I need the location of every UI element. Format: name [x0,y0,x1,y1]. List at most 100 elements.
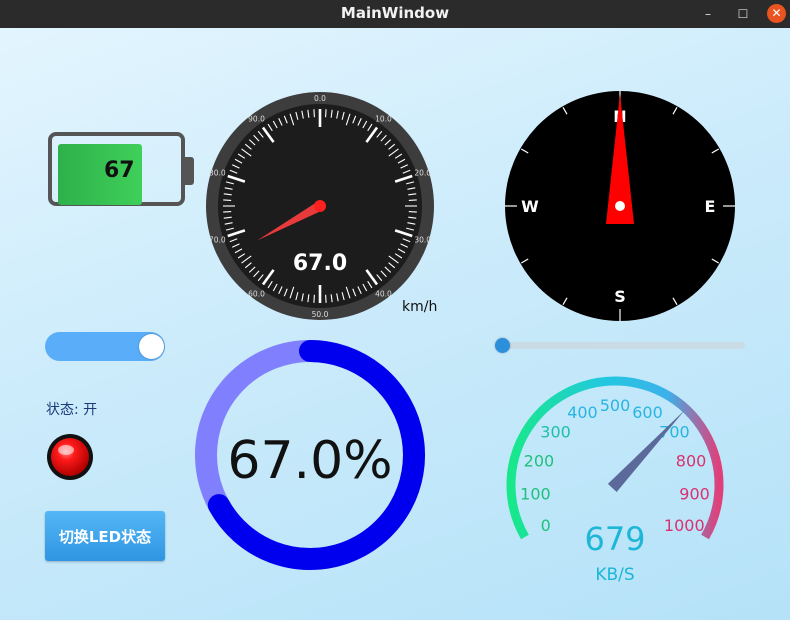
speedometer-tick [367,123,373,132]
speedometer-tick [234,158,243,164]
compass-tick [711,148,720,154]
speedometer-tick [272,283,278,292]
compass-tick [562,106,568,115]
speedometer-tick [376,130,383,138]
minimize-button[interactable]: – [705,7,711,21]
close-button[interactable]: ✕ [767,4,786,23]
speedometer-tick [341,292,345,301]
speedometer-tick [352,115,357,124]
speedometer-tick-label: 80.0 [209,169,226,178]
speedometer-tick [362,283,368,292]
speedometer-tick [365,269,379,286]
compass-tick [562,297,568,306]
network-gauge-needle [607,409,686,493]
speedometer-tick [237,153,246,159]
network-gauge-value: 679 [584,520,645,558]
speedometer-tick [224,187,233,190]
speedometer-tick [402,169,411,174]
led-indicator [47,434,93,480]
compass-tick [672,297,678,306]
toggle-led-button[interactable]: 切换LED状态 [45,511,165,561]
speedometer-tick [380,270,387,278]
speedometer-tick [408,199,417,201]
compass-south: S [614,287,626,306]
speedometer-tick [278,286,283,295]
speedometer-tick [223,193,232,196]
speedometer-tick-label: 60.0 [248,289,265,298]
speedometer-tick [408,193,417,196]
speedometer-tick-label: 30.0 [414,235,431,244]
speedometer-tick-label: 20.0 [414,169,431,178]
speedometer-tick [388,143,396,150]
speedometer-tick [234,248,243,254]
speedometer-tick [227,174,246,183]
speedometer-tick [376,274,383,282]
speedometer-tick [224,222,233,225]
speedometer-tick [357,117,362,126]
speedometer-tick [248,266,256,273]
network-gauge-tick-label: 200 [524,451,555,470]
maximize-button[interactable]: ☐ [737,7,749,21]
speedometer-tick [365,126,379,143]
speedometer-tick [267,280,273,289]
speedometer-tick [253,270,260,278]
window-title: MainWindow [340,4,450,22]
speedometer-hub [314,200,326,212]
speedometer-tick [301,293,304,302]
network-gauge-arc [506,376,724,540]
speedometer-tick [330,109,333,118]
status-label: 状态: 开 [46,402,98,418]
speedometer-tick-label: 10.0 [375,115,392,124]
speedometer-tick [307,109,310,118]
network-gauge-tick-label: 100 [520,484,551,503]
speedometer-value: 67.0 [293,251,347,276]
speedometer-tick [248,139,256,146]
speedometer-tick [388,262,396,269]
ring-progress: 67.0% [195,340,425,570]
speedometer-tick [362,120,368,129]
speedometer-tick [257,274,264,282]
speedometer-tick-label: 90.0 [248,115,265,124]
speedometer-tick [295,292,299,301]
network-gauge-tick-label: 800 [676,451,707,470]
speedometer-tick [406,181,415,185]
network-gauge-tick-label: 700 [659,422,690,441]
speedometer-tick [227,229,246,238]
speedometer-tick [388,148,399,157]
compass-tick [672,106,678,115]
speedometer-tick [394,174,413,183]
speedometer-tick [225,227,234,231]
horizontal-slider[interactable] [500,342,745,349]
compass-pivot [615,201,625,211]
speedometer-tick [225,181,234,185]
toggle-switch-knob[interactable] [139,334,164,359]
speedometer-tick [253,134,260,142]
speedometer-tick [244,262,252,269]
speedometer-ticks [223,109,417,303]
speedometer-tick [397,248,406,254]
slider-handle[interactable] [495,338,510,353]
speedometer-tick [406,227,415,231]
network-gauge-unit: KB/S [595,565,634,585]
speedometer-tick-label: 40.0 [375,289,392,298]
speedometer-tick [301,110,304,119]
battery-level-fill [58,144,142,205]
network-gauge-tick-label: 600 [632,403,663,422]
network-gauge-tick-label: 0 [541,516,551,535]
speedometer-tick [408,211,417,213]
speedometer-tick [336,293,339,302]
speedometer-tick [278,117,283,126]
speedometer-tick [289,286,295,299]
speedometer-tick [283,115,288,124]
speedometer-tick [367,280,373,289]
speedometer-tick [283,288,288,297]
speedometer-tick [380,134,387,142]
battery-cap [185,157,194,185]
speedometer-tick [336,110,339,119]
speedometer-tick [357,286,362,295]
speedometer-tick-label: 50.0 [312,310,329,319]
speedometer-tick [295,111,299,120]
speedometer-tick [341,111,345,120]
speedometer-tick [388,255,399,264]
